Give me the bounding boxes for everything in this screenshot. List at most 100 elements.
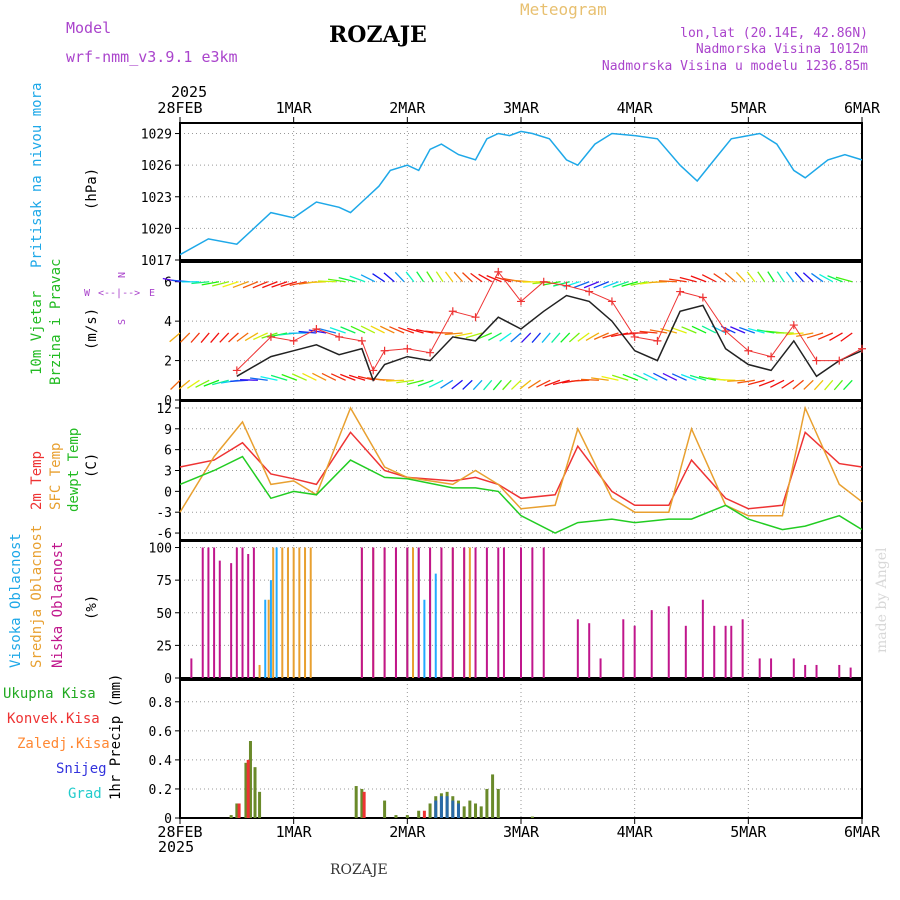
wind-arrow xyxy=(689,374,707,381)
wind-arrow xyxy=(212,281,229,287)
elevation-text: Nadmorska Visina 1012m xyxy=(695,42,868,57)
pressure-ytick-label: 1023 xyxy=(141,191,172,206)
wind-gust-marker xyxy=(721,327,730,335)
wind-gust-marker xyxy=(607,297,616,306)
wind-arrow xyxy=(435,271,444,283)
wind-arrow xyxy=(492,379,503,391)
pressure-ytick-label: 1020 xyxy=(141,222,172,237)
wind-ytick-label: 0 xyxy=(164,394,172,409)
wind-arrow xyxy=(210,332,220,343)
wind-arrow xyxy=(398,326,415,334)
wind-arrow xyxy=(428,379,444,388)
bottom-time-label: 1MAR xyxy=(276,823,313,841)
wind-arrow xyxy=(541,332,551,344)
pressure-ytick-label: 1026 xyxy=(141,159,172,174)
station-title: ROZAJE xyxy=(329,22,427,48)
precip-snow-bar xyxy=(456,803,460,818)
precip-legend-total: Ukupna Kisa xyxy=(3,686,96,702)
precip-total-bar xyxy=(474,803,478,818)
wind-arrow xyxy=(531,332,541,343)
wind-arrow xyxy=(827,275,843,283)
precip-total-bar xyxy=(258,791,262,818)
wind-gust-marker xyxy=(517,297,525,306)
wind-arrow xyxy=(386,379,405,382)
wind-arrow xyxy=(270,374,288,381)
wind-arrow xyxy=(730,326,746,334)
wind-gust-marker xyxy=(744,346,753,355)
cloud-ytick-label: 100 xyxy=(149,542,172,557)
bottom-time-label: 28FEB xyxy=(157,823,202,841)
model-name: wrf-nmm_v3.9.1 e3km xyxy=(66,48,238,66)
wind-arrow xyxy=(767,271,775,283)
wind-gust-marker xyxy=(357,336,366,345)
top-time-label: 3MAR xyxy=(503,99,540,117)
wind-arrow xyxy=(630,281,648,286)
wind-arrow xyxy=(250,377,268,381)
bottom-time-label: 3MAR xyxy=(503,823,540,841)
wind-arrow xyxy=(260,375,278,381)
precip-ytick-label: 0.6 xyxy=(149,725,172,740)
wind-arrow xyxy=(190,332,200,343)
wind-arrow xyxy=(330,373,346,381)
precip-conv-bar xyxy=(362,791,366,818)
top-time-label: 1MAR xyxy=(276,99,313,117)
wind-ytick-label: 4 xyxy=(164,315,172,330)
wind-arrow xyxy=(291,373,307,381)
wind-arrow xyxy=(583,281,600,289)
wind-arrow xyxy=(602,332,619,339)
wind-arrow xyxy=(585,332,600,342)
wind-arrow xyxy=(302,372,317,381)
wind-gust-marker xyxy=(835,356,844,365)
wind-arrow xyxy=(340,373,356,381)
wind-arrow xyxy=(383,272,395,283)
model-elevation-text: Nadmorska Visina u modelu 1236.85m xyxy=(601,59,868,74)
wind-arrow xyxy=(417,379,434,387)
wind-arrow xyxy=(312,372,327,381)
wind-arrow xyxy=(735,271,746,283)
wind-arrow xyxy=(785,332,804,336)
wind-arrow xyxy=(230,379,249,382)
top-time-label: 5MAR xyxy=(730,99,767,117)
wind-arrow xyxy=(593,332,609,340)
wind-arrow xyxy=(813,379,824,391)
wind-arrow xyxy=(690,275,707,283)
temp-ytick-label: 6 xyxy=(164,444,172,459)
precip-snow-bar xyxy=(439,796,443,818)
bottom-time-label: 5MAR xyxy=(730,823,767,841)
precip-total-bar xyxy=(530,816,534,818)
wind-arrow xyxy=(649,329,668,334)
wind-arrow xyxy=(462,379,473,390)
wind-arrow xyxy=(488,332,502,341)
wind-arrow xyxy=(591,377,609,381)
wind-arrow xyxy=(261,332,278,339)
wind-arrow xyxy=(407,327,424,334)
wind-arrow xyxy=(308,329,327,334)
wind-gust-marker xyxy=(539,277,548,286)
wind-arrow xyxy=(691,325,707,334)
wind-arrow xyxy=(747,327,765,334)
wind-arrow xyxy=(792,379,804,390)
wind-arrow xyxy=(405,271,415,283)
wind-arrow xyxy=(396,379,414,384)
wind-arrow xyxy=(212,379,229,386)
wind-arrow xyxy=(444,332,463,336)
wind-arrow xyxy=(698,375,716,381)
wind-arrow xyxy=(840,332,853,342)
wind-arrow xyxy=(242,281,259,289)
wind-arrow xyxy=(406,379,424,386)
precip-ytick-label: 0.8 xyxy=(149,696,172,711)
precip-snow-bar xyxy=(434,800,438,818)
compass-e: E xyxy=(149,288,156,299)
wind-arrow xyxy=(360,274,376,283)
precip-total-bar xyxy=(394,815,398,818)
wind-arrow xyxy=(802,272,814,283)
wind-arrow xyxy=(219,332,230,343)
wind-arrow xyxy=(747,379,765,386)
wind-gust-marker xyxy=(767,352,776,361)
wind-arrow xyxy=(376,378,395,381)
bottom-year-label: 2025 xyxy=(158,838,195,856)
wind-arrow xyxy=(829,332,843,341)
wind-gust-marker xyxy=(562,281,571,290)
wind-arrow xyxy=(679,276,697,283)
wind-arrow xyxy=(270,332,288,338)
